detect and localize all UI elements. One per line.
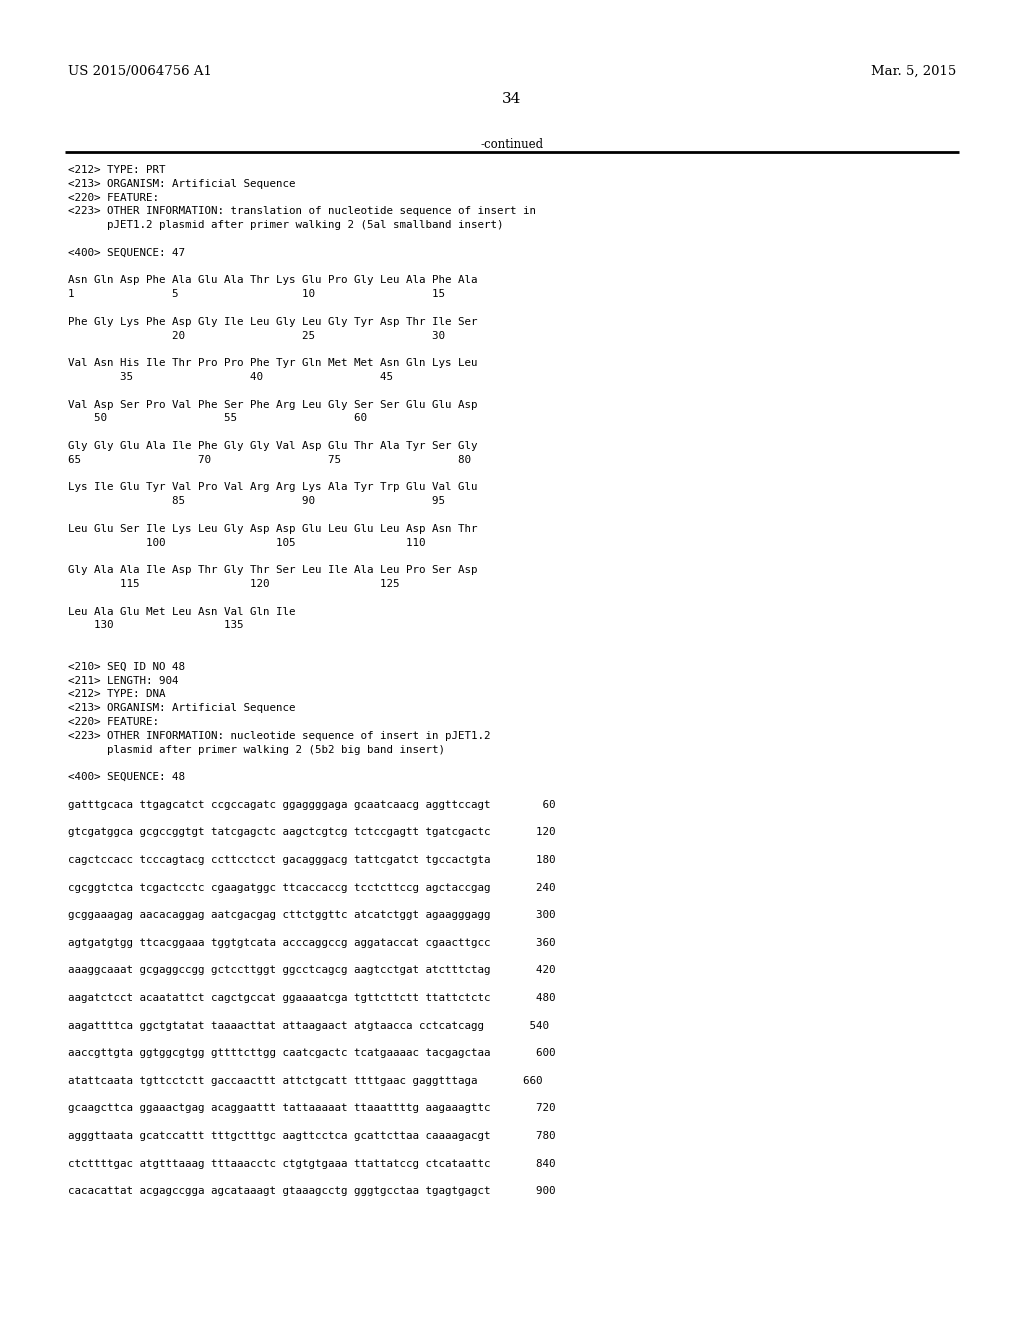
Text: aagattttca ggctgtatat taaaacttat attaagaact atgtaacca cctcatcagg       540: aagattttca ggctgtatat taaaacttat attaaga… [68, 1020, 549, 1031]
Text: 85                  90                  95: 85 90 95 [68, 496, 445, 506]
Text: aagatctcct acaatattct cagctgccat ggaaaatcga tgttcttctt ttattctctc       480: aagatctcct acaatattct cagctgccat ggaaaat… [68, 993, 555, 1003]
Text: <213> ORGANISM: Artificial Sequence: <213> ORGANISM: Artificial Sequence [68, 704, 296, 713]
Text: cgcggtctca tcgactcctc cgaagatggc ttcaccaccg tcctcttccg agctaccgag       240: cgcggtctca tcgactcctc cgaagatggc ttcacca… [68, 883, 555, 892]
Text: Gly Ala Ala Ile Asp Thr Gly Thr Ser Leu Ile Ala Leu Pro Ser Asp: Gly Ala Ala Ile Asp Thr Gly Thr Ser Leu … [68, 565, 477, 576]
Text: <212> TYPE: DNA: <212> TYPE: DNA [68, 689, 166, 700]
Text: atattcaata tgttcctctt gaccaacttt attctgcatt ttttgaac gaggtttaga       660: atattcaata tgttcctctt gaccaacttt attctgc… [68, 1076, 543, 1086]
Text: cagctccacc tcccagtacg ccttcctcct gacagggacg tattcgatct tgccactgta       180: cagctccacc tcccagtacg ccttcctcct gacaggg… [68, 855, 555, 865]
Text: 35                  40                  45: 35 40 45 [68, 372, 393, 381]
Text: 50                  55                  60: 50 55 60 [68, 413, 367, 424]
Text: <213> ORGANISM: Artificial Sequence: <213> ORGANISM: Artificial Sequence [68, 178, 296, 189]
Text: <400> SEQUENCE: 47: <400> SEQUENCE: 47 [68, 248, 185, 257]
Text: aaccgttgta ggtggcgtgg gttttcttgg caatcgactc tcatgaaaac tacgagctaa       600: aaccgttgta ggtggcgtgg gttttcttgg caatcga… [68, 1048, 555, 1059]
Text: gcaagcttca ggaaactgag acaggaattt tattaaaaat ttaaattttg aagaaagttc       720: gcaagcttca ggaaactgag acaggaattt tattaaa… [68, 1104, 555, 1113]
Text: pJET1.2 plasmid after primer walking 2 (5al smallband insert): pJET1.2 plasmid after primer walking 2 (… [68, 220, 504, 230]
Text: gcggaaagag aacacaggag aatcgacgag cttctggttc atcatctggt agaagggagg       300: gcggaaagag aacacaggag aatcgacgag cttctgg… [68, 911, 555, 920]
Text: Leu Glu Ser Ile Lys Leu Gly Asp Asp Glu Leu Glu Leu Asp Asn Thr: Leu Glu Ser Ile Lys Leu Gly Asp Asp Glu … [68, 524, 477, 533]
Text: gtcgatggca gcgccggtgt tatcgagctc aagctcgtcg tctccgagtt tgatcgactc       120: gtcgatggca gcgccggtgt tatcgagctc aagctcg… [68, 828, 555, 837]
Text: plasmid after primer walking 2 (5b2 big band insert): plasmid after primer walking 2 (5b2 big … [68, 744, 445, 755]
Text: Asn Gln Asp Phe Ala Glu Ala Thr Lys Glu Pro Gly Leu Ala Phe Ala: Asn Gln Asp Phe Ala Glu Ala Thr Lys Glu … [68, 276, 477, 285]
Text: 65                  70                  75                  80: 65 70 75 80 [68, 455, 471, 465]
Text: <210> SEQ ID NO 48: <210> SEQ ID NO 48 [68, 661, 185, 672]
Text: <212> TYPE: PRT: <212> TYPE: PRT [68, 165, 166, 176]
Text: gatttgcaca ttgagcatct ccgccagatc ggaggggaga gcaatcaacg aggttccagt        60: gatttgcaca ttgagcatct ccgccagatc ggagggg… [68, 800, 555, 809]
Text: <400> SEQUENCE: 48: <400> SEQUENCE: 48 [68, 772, 185, 783]
Text: Mar. 5, 2015: Mar. 5, 2015 [870, 65, 956, 78]
Text: Lys Ile Glu Tyr Val Pro Val Arg Arg Lys Ala Tyr Trp Glu Val Glu: Lys Ile Glu Tyr Val Pro Val Arg Arg Lys … [68, 482, 477, 492]
Text: agtgatgtgg ttcacggaaa tggtgtcata acccaggccg aggataccat cgaacttgcc       360: agtgatgtgg ttcacggaaa tggtgtcata acccagg… [68, 937, 555, 948]
Text: cacacattat acgagccgga agcataaagt gtaaagcctg gggtgcctaa tgagtgagct       900: cacacattat acgagccgga agcataaagt gtaaagc… [68, 1187, 555, 1196]
Text: Gly Gly Glu Ala Ile Phe Gly Gly Val Asp Glu Thr Ala Tyr Ser Gly: Gly Gly Glu Ala Ile Phe Gly Gly Val Asp … [68, 441, 477, 451]
Text: ctcttttgac atgtttaaag tttaaacctc ctgtgtgaaa ttattatccg ctcataattc       840: ctcttttgac atgtttaaag tttaaacctc ctgtgtg… [68, 1159, 555, 1168]
Text: aaaggcaaat gcgaggccgg gctccttggt ggcctcagcg aagtcctgat atctttctag       420: aaaggcaaat gcgaggccgg gctccttggt ggcctca… [68, 965, 555, 975]
Text: <220> FEATURE:: <220> FEATURE: [68, 193, 159, 202]
Text: US 2015/0064756 A1: US 2015/0064756 A1 [68, 65, 212, 78]
Text: <223> OTHER INFORMATION: nucleotide sequence of insert in pJET1.2: <223> OTHER INFORMATION: nucleotide sequ… [68, 731, 490, 741]
Text: 34: 34 [503, 92, 521, 106]
Text: <211> LENGTH: 904: <211> LENGTH: 904 [68, 676, 178, 685]
Text: 1               5                   10                  15: 1 5 10 15 [68, 289, 445, 300]
Text: Val Asn His Ile Thr Pro Pro Phe Tyr Gln Met Met Asn Gln Lys Leu: Val Asn His Ile Thr Pro Pro Phe Tyr Gln … [68, 358, 477, 368]
Text: Val Asp Ser Pro Val Phe Ser Phe Arg Leu Gly Ser Ser Glu Glu Asp: Val Asp Ser Pro Val Phe Ser Phe Arg Leu … [68, 400, 477, 409]
Text: 130                 135: 130 135 [68, 620, 244, 631]
Text: -continued: -continued [480, 139, 544, 150]
Text: <223> OTHER INFORMATION: translation of nucleotide sequence of insert in: <223> OTHER INFORMATION: translation of … [68, 206, 536, 216]
Text: 100                 105                 110: 100 105 110 [68, 537, 426, 548]
Text: 20                  25                  30: 20 25 30 [68, 330, 445, 341]
Text: 115                 120                 125: 115 120 125 [68, 579, 399, 589]
Text: <220> FEATURE:: <220> FEATURE: [68, 717, 159, 727]
Text: Leu Ala Glu Met Leu Asn Val Gln Ile: Leu Ala Glu Met Leu Asn Val Gln Ile [68, 607, 296, 616]
Text: Phe Gly Lys Phe Asp Gly Ile Leu Gly Leu Gly Tyr Asp Thr Ile Ser: Phe Gly Lys Phe Asp Gly Ile Leu Gly Leu … [68, 317, 477, 327]
Text: agggttaata gcatccattt tttgctttgc aagttcctca gcattcttaa caaaagacgt       780: agggttaata gcatccattt tttgctttgc aagttcc… [68, 1131, 555, 1140]
